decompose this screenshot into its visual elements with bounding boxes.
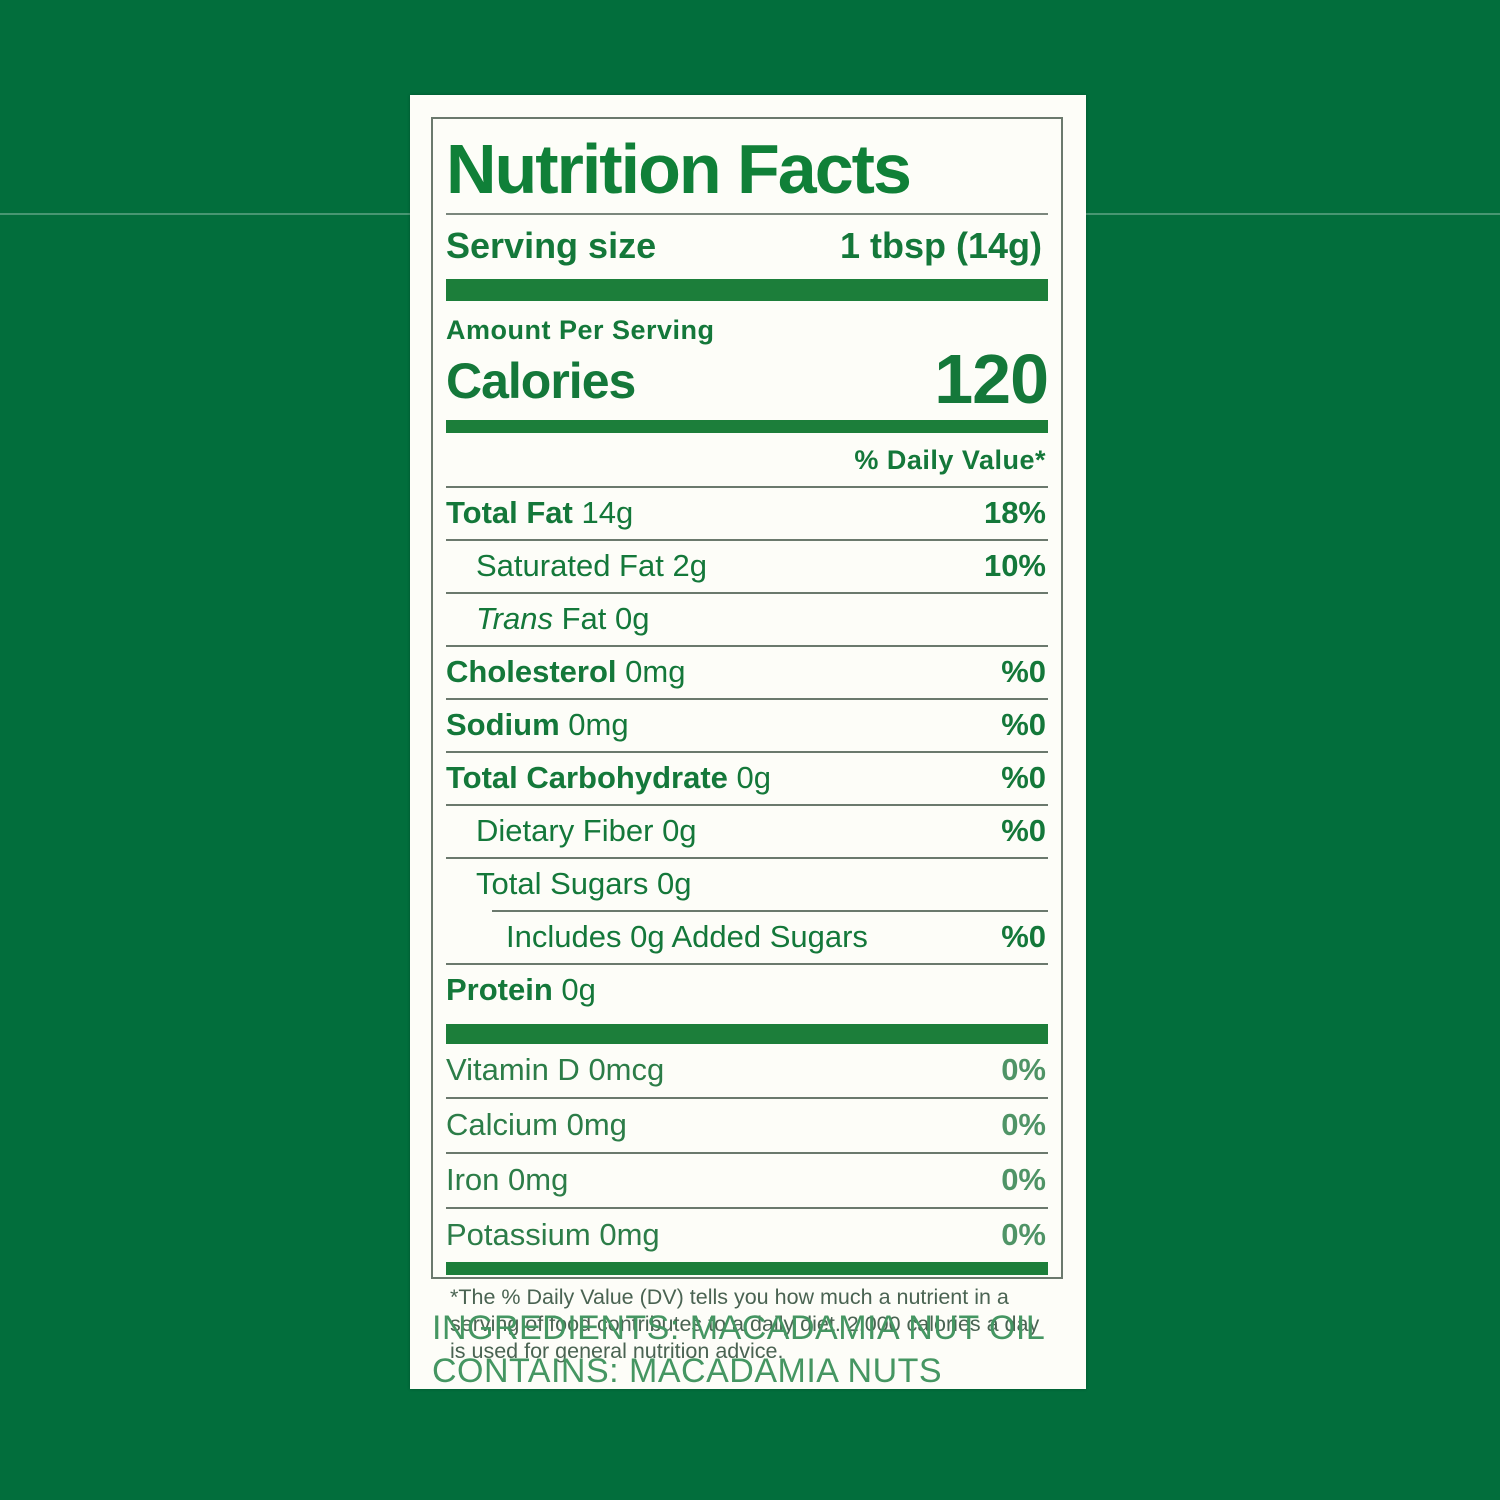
vitamin-amount: 0mg	[599, 1217, 660, 1252]
daily-value-footnote: *The % Daily Value (DV) tells you how mu…	[450, 1285, 1040, 1363]
serving-size-value: 1 tbsp (14g)	[839, 225, 1042, 266]
separator-bar-medium	[446, 420, 1048, 433]
nutrient-dv: 18%	[983, 495, 1046, 530]
separator-bar-protein	[446, 1024, 1048, 1044]
contains-line: CONTAINS: MACADAMIA NUTS	[432, 1352, 943, 1390]
nutrient-name: Fat	[552, 601, 607, 636]
nutrient-name: Cholesterol	[446, 654, 617, 689]
calories-row: Calories 120	[446, 340, 1049, 420]
vitamin-dv: 0%	[1001, 1162, 1046, 1197]
nutrient-amount: 14g	[581, 495, 634, 530]
separator-bar-footnote	[446, 1262, 1048, 1275]
vitamin-amount: 0mg	[566, 1107, 627, 1142]
nutrient-row-added-sugars: Includes 0g Added Sugars %0	[492, 910, 1048, 963]
nutrient-dv: 10%	[983, 548, 1046, 583]
nutrient-amount: 0mg	[568, 707, 629, 742]
nutrient-name: Includes 0g Added Sugars	[506, 919, 868, 954]
nutrient-name: Sodium	[446, 707, 560, 742]
vitamin-name: Vitamin D	[446, 1052, 580, 1087]
nutrient-dv: %0	[1001, 813, 1046, 848]
nutrient-name: Dietary Fiber	[476, 813, 654, 848]
nutrient-name-italic: Trans	[476, 601, 553, 636]
ingredients-line: INGREDIENTS: MACADAMIA NUT OIL	[432, 1309, 1046, 1347]
nutrient-amount: 0g	[656, 866, 692, 901]
vitamin-row-potassium: Potassium 0mg 0%	[446, 1207, 1048, 1262]
nutrient-dv: %0	[1001, 707, 1046, 742]
nutrient-row-trans-fat: Trans Fat 0g	[446, 592, 1048, 645]
vitamin-row-vitamin-d: Vitamin D 0mcg 0%	[446, 1044, 1048, 1097]
vitamin-amount: 0mg	[508, 1162, 569, 1197]
nutrient-name: Saturated Fat	[476, 548, 664, 583]
nutrient-name: Total Fat	[446, 495, 573, 530]
vitamin-dv: 0%	[1001, 1217, 1046, 1252]
serving-size-label: Serving size	[446, 225, 657, 266]
nutrition-facts-title: Nutrition Facts	[446, 130, 912, 208]
daily-value-header: % Daily Value*	[854, 445, 1046, 475]
nutrient-dv: %0	[1001, 919, 1046, 954]
separator-bar-thick	[446, 279, 1048, 301]
nutrient-row-total-fat: Total Fat 14g 18%	[446, 486, 1048, 539]
calories-label: Calories	[446, 353, 636, 409]
nutrient-row-total-sugars: Total Sugars 0g	[446, 857, 1048, 910]
nutrient-row-protein: Protein 0g	[446, 963, 1048, 1016]
nutrient-rows: Total Fat 14g 18% Saturated Fat 2g 10% T…	[446, 486, 1048, 1016]
vitamin-row-calcium: Calcium 0mg 0%	[446, 1097, 1048, 1152]
amount-per-serving-label: Amount Per Serving	[446, 315, 715, 345]
calories-value: 120	[934, 340, 1049, 418]
nutrient-amount: 0g	[614, 601, 650, 636]
nutrient-dv: %0	[1001, 760, 1046, 795]
nutrition-facts-box: Nutrition Facts Serving size 1 tbsp (14g…	[431, 117, 1063, 1363]
nutrient-amount: 0g	[561, 972, 596, 1007]
vitamin-name: Iron	[446, 1162, 500, 1197]
vitamin-row-iron: Iron 0mg 0%	[446, 1152, 1048, 1207]
vitamin-name: Calcium	[446, 1107, 558, 1142]
ingredients-block: INGREDIENTS: MACADAMIA NUT OIL CONTAINS:…	[432, 1307, 1062, 1393]
nutrient-amount: 0g	[662, 813, 697, 848]
title-divider	[446, 213, 1048, 215]
vitamin-dv: 0%	[1001, 1107, 1046, 1142]
nutrient-row-cholesterol: Cholesterol 0mg %0	[446, 645, 1048, 698]
vitamin-amount: 0mcg	[588, 1052, 665, 1087]
nutrient-name: Total Sugars	[476, 866, 649, 901]
nutrient-amount: 0mg	[625, 654, 686, 689]
vitamin-dv: 0%	[1001, 1052, 1046, 1087]
serving-size-row: Serving size 1 tbsp (14g)	[446, 215, 1048, 279]
nutrient-name: Protein	[446, 972, 553, 1007]
nutrient-row-total-carbohydrate: Total Carbohydrate 0g %0	[446, 751, 1048, 804]
vitamin-name: Potassium	[446, 1217, 591, 1252]
nutrient-row-dietary-fiber: Dietary Fiber 0g %0	[446, 804, 1048, 857]
nutrient-name: Total Carbohydrate	[446, 760, 728, 795]
nutrient-amount: 2g	[672, 548, 707, 583]
nutrient-row-saturated-fat: Saturated Fat 2g 10%	[446, 539, 1048, 592]
nutrient-dv: %0	[1001, 654, 1046, 689]
nutrient-amount: 0g	[736, 760, 772, 795]
nutrition-label: Nutrition Facts Serving size 1 tbsp (14g…	[410, 95, 1086, 1390]
nutrient-row-sodium: Sodium 0mg %0	[446, 698, 1048, 751]
vitamin-rows: Vitamin D 0mcg 0% Calcium 0mg 0% Iron 0m…	[446, 1044, 1048, 1262]
